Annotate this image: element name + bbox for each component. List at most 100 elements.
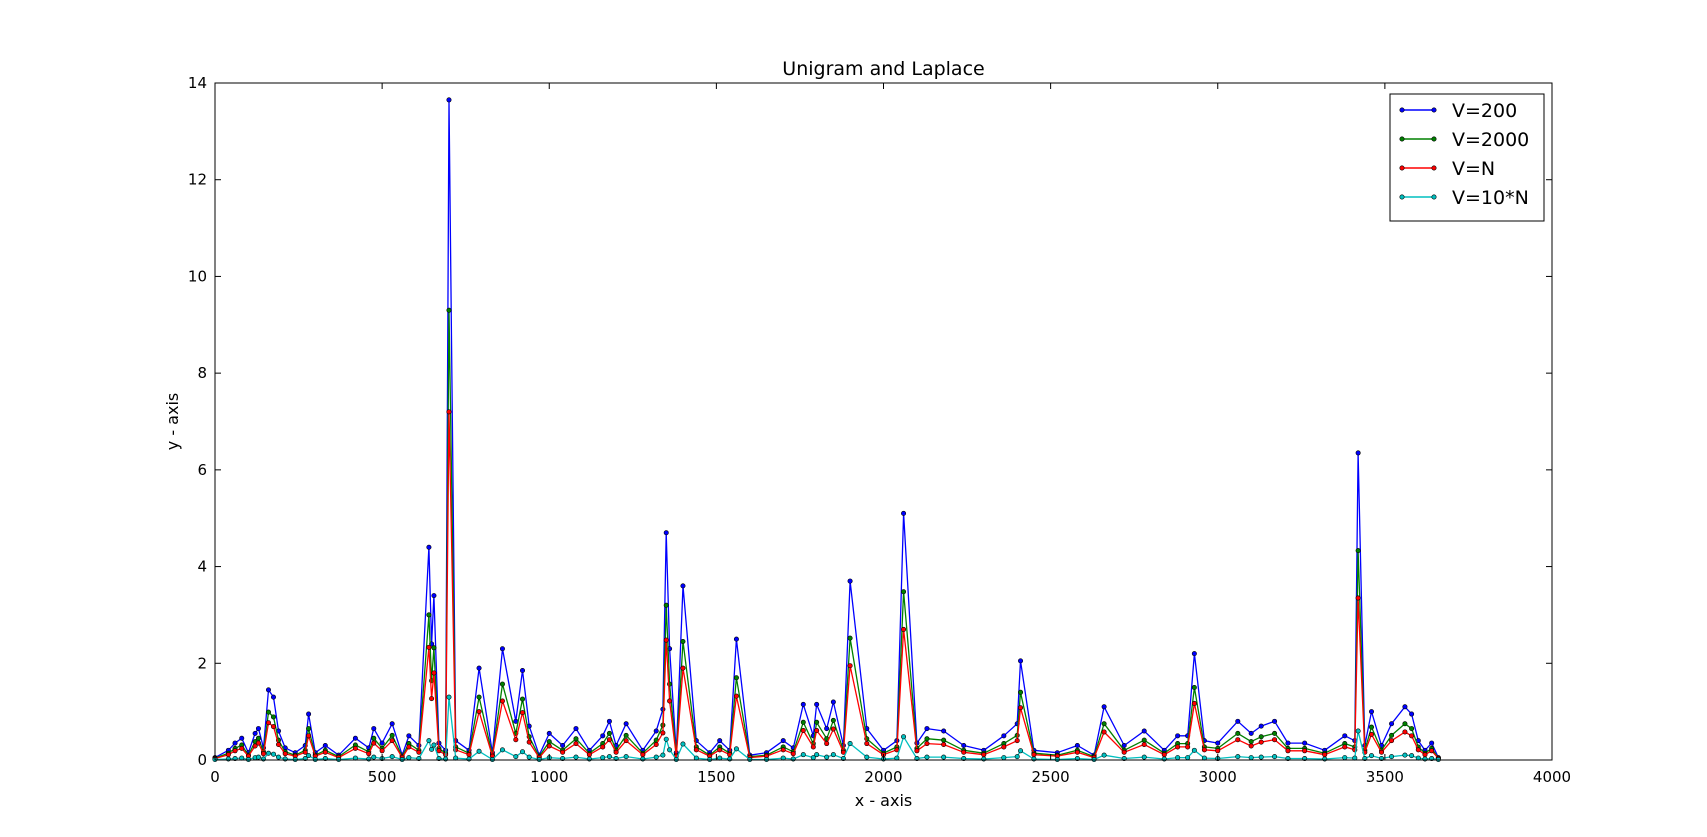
- legend-label: V=N: [1452, 158, 1495, 180]
- data-point: [1258, 723, 1264, 729]
- data-point: [814, 752, 820, 758]
- data-point: [680, 665, 686, 671]
- legend-marker: [1399, 194, 1405, 200]
- data-point: [640, 752, 646, 758]
- data-point: [1175, 755, 1181, 761]
- data-point: [961, 749, 967, 755]
- data-point: [252, 730, 258, 736]
- data-point: [306, 711, 312, 717]
- data-point: [302, 749, 308, 755]
- data-point: [924, 726, 930, 732]
- data-point: [1379, 749, 1385, 755]
- data-point: [476, 709, 482, 715]
- data-point: [429, 746, 435, 752]
- data-point: [306, 726, 312, 732]
- data-point: [660, 730, 666, 736]
- data-point: [1285, 740, 1291, 746]
- data-point: [520, 749, 526, 755]
- data-point: [733, 675, 739, 681]
- legend-item: V=2000: [1399, 129, 1529, 151]
- data-point: [426, 644, 432, 650]
- data-point: [1201, 747, 1207, 753]
- data-point: [663, 530, 669, 536]
- data-point: [1191, 684, 1197, 690]
- data-point: [513, 737, 519, 743]
- data-point: [600, 744, 606, 750]
- legend-item: V=10*N: [1399, 187, 1529, 209]
- data-point: [499, 747, 505, 753]
- data-point: [446, 694, 452, 700]
- data-point: [225, 756, 231, 762]
- y-tick-label: 0: [197, 751, 207, 769]
- data-point: [1001, 733, 1007, 739]
- data-point: [560, 742, 566, 748]
- data-point: [1402, 729, 1408, 735]
- data-point: [1141, 737, 1147, 743]
- data-point: [426, 544, 432, 550]
- data-point: [1031, 752, 1037, 758]
- x-tick-label: 1500: [697, 768, 735, 786]
- data-point: [1342, 733, 1348, 739]
- data-point: [255, 735, 261, 741]
- x-tick-label: 4000: [1533, 768, 1571, 786]
- data-point: [1215, 748, 1221, 754]
- data-point: [1161, 752, 1167, 758]
- data-point: [623, 738, 629, 744]
- data-point: [901, 510, 907, 516]
- data-point: [406, 733, 412, 739]
- y-tick-label: 6: [197, 461, 207, 479]
- data-point: [352, 735, 358, 741]
- data-point: [476, 748, 482, 754]
- y-axis: 0 2 4 6 8 10 12 14: [188, 74, 1552, 769]
- data-point: [499, 646, 505, 652]
- data-point: [1014, 738, 1020, 744]
- data-point: [1402, 704, 1408, 710]
- x-tick-label: 3500: [1366, 768, 1404, 786]
- data-point: [1369, 724, 1375, 730]
- data-point: [1389, 754, 1395, 760]
- x-tick-label: 3000: [1199, 768, 1237, 786]
- data-point: [546, 730, 552, 736]
- data-point: [282, 756, 288, 762]
- data-point: [389, 738, 395, 744]
- data-point: [824, 754, 830, 760]
- data-point: [1235, 754, 1241, 760]
- data-point: [476, 665, 482, 671]
- legend-label: V=10*N: [1452, 187, 1529, 209]
- data-point: [232, 748, 238, 754]
- data-point: [431, 742, 437, 748]
- data-point: [389, 721, 395, 727]
- data-point: [520, 696, 526, 702]
- data-point: [431, 593, 437, 599]
- data-point: [901, 626, 907, 632]
- data-point: [1302, 748, 1308, 754]
- data-point: [573, 726, 579, 732]
- data-point: [1258, 754, 1264, 760]
- data-point: [847, 578, 853, 584]
- y-tick-label: 8: [197, 364, 207, 382]
- data-point: [282, 751, 288, 757]
- data-point: [1018, 748, 1024, 754]
- data-point: [814, 701, 820, 707]
- data-point: [1402, 752, 1408, 758]
- data-point: [446, 97, 452, 103]
- data-point: [520, 710, 526, 716]
- data-point: [717, 747, 723, 753]
- data-point: [225, 752, 231, 758]
- data-point: [1215, 740, 1221, 746]
- data-point: [520, 668, 526, 674]
- data-point: [270, 751, 276, 757]
- data-point: [429, 696, 435, 702]
- data-point: [366, 756, 372, 762]
- data-point: [546, 739, 552, 745]
- data-point: [961, 742, 967, 748]
- data-point: [667, 698, 673, 704]
- data-point: [1389, 738, 1395, 744]
- data-point: [255, 726, 261, 732]
- legend-marker: [1399, 107, 1405, 113]
- data-point: [573, 754, 579, 760]
- data-point: [1101, 704, 1107, 710]
- data-point: [1121, 749, 1127, 755]
- data-point: [1121, 742, 1127, 748]
- data-point: [1185, 755, 1191, 761]
